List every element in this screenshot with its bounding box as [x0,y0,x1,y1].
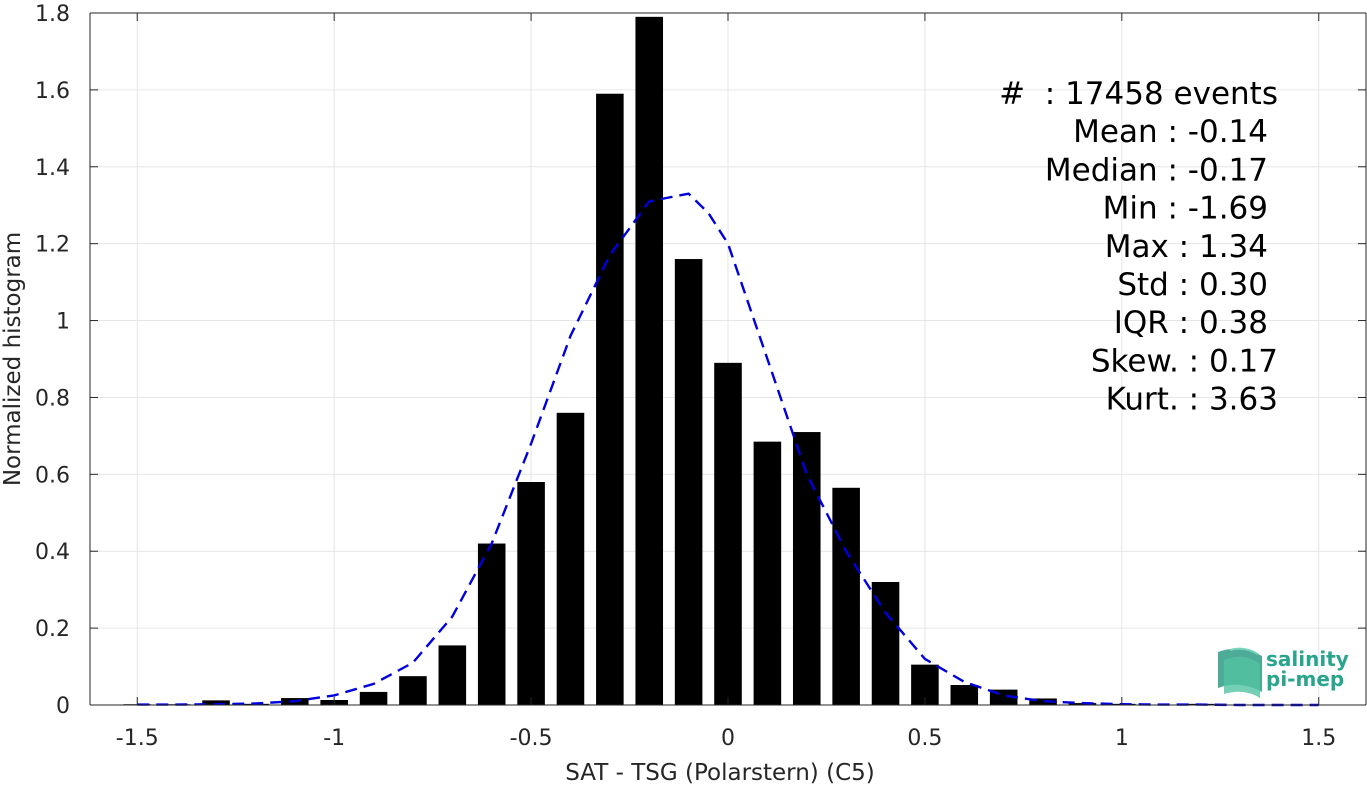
y-axis-label: Normalized histogram [0,232,26,486]
stat-line: IQR : 0.38 [1114,305,1268,341]
histogram-bar [399,676,427,705]
y-tick-label: 0.2 [35,617,70,642]
stat-line: Skew. : 0.17 [1091,343,1278,379]
histogram-bar [596,93,624,705]
histogram-bar [871,581,900,705]
histogram-bar [635,16,664,706]
histogram-bar [950,685,979,705]
x-tick-label: 1 [1115,726,1129,751]
x-tick-label: 0 [721,726,735,751]
stat-line: Max : 1.34 [1105,229,1268,265]
y-tick-label: 1.4 [35,156,70,181]
y-tick-label: 1.8 [35,2,70,27]
histogram-bar [359,691,388,705]
stat-line: Mean : -0.14 [1073,114,1268,150]
x-tick-label: -1.5 [116,726,159,751]
stat-line: Min : -1.69 [1103,191,1268,227]
x-axis-label: SAT - TSG (Polarstern) (C5) [565,760,874,785]
logo-line-pi-mep: pi-mep [1266,667,1344,691]
normal-fit-curve [137,192,1319,707]
stat-line: # : 17458 events [999,76,1278,112]
x-axis-ticks: -1.5 -1 -0.5 0 0.5 1 1.5 [116,13,1336,751]
histogram-bar [792,432,821,705]
logo-mark-icon [1218,647,1262,698]
histogram-bar [556,412,585,705]
x-tick-label: -1 [323,726,345,751]
histogram-bar [753,441,782,705]
histogram-bar [477,543,506,705]
histogram-bar [674,259,703,705]
x-tick-label: -0.5 [510,726,553,751]
y-tick-label: 0.8 [35,386,70,411]
salinity-pi-mep-logo: salinity pi-mep [1218,647,1349,698]
y-axis-ticks: 0 0.2 0.4 0.6 0.8 1 1.2 1.4 1.6 1.8 [35,2,1366,719]
histogram-bar [832,487,860,705]
histogram-bar [1029,698,1057,705]
y-tick-label: 0 [56,694,70,719]
stat-line: Kurt. : 3.63 [1106,382,1278,418]
x-tick-label: 1.5 [1301,726,1336,751]
x-tick-label: 0.5 [907,726,942,751]
y-tick-label: 1 [56,310,70,335]
histogram-bar [714,362,742,705]
y-tick-label: 0.6 [35,463,70,488]
stat-line: Std : 0.30 [1117,267,1268,303]
histogram-bar [202,700,230,705]
y-tick-label: 1.6 [35,79,70,104]
histogram-bar [438,645,467,705]
y-tick-label: 1.2 [35,233,70,258]
logo-line-salinity: salinity [1266,647,1349,671]
stat-line: Median : -0.17 [1045,152,1268,188]
histogram-bars [123,16,1254,706]
y-tick-label: 0.4 [35,540,70,565]
histogram-bar [517,482,545,705]
